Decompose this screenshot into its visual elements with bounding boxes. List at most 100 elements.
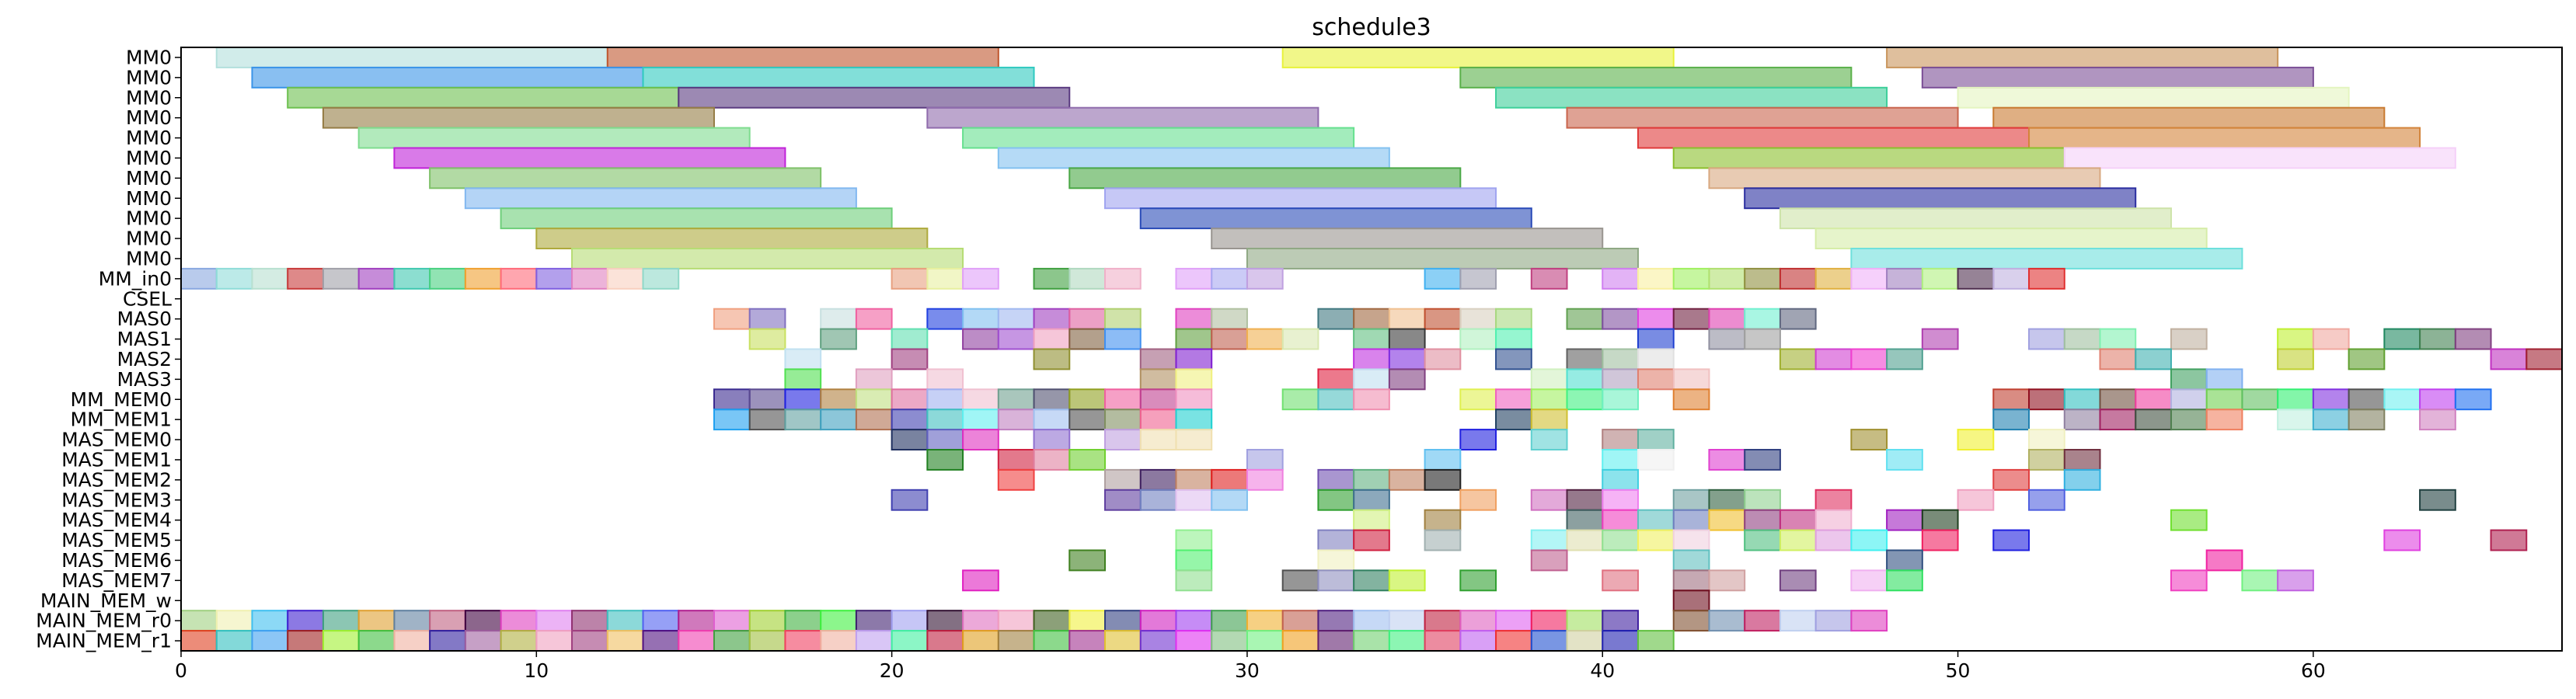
task-bar [1211, 630, 1248, 652]
task-bar [1211, 468, 1248, 491]
task-bar [2205, 388, 2243, 411]
task-bar [2063, 147, 2456, 169]
task-bar [642, 267, 680, 290]
task-bar [571, 267, 608, 290]
task-bar [642, 66, 1035, 89]
task-bar [2277, 388, 2314, 411]
task-bar [891, 429, 929, 450]
task-bar [1033, 630, 1071, 652]
task-bar [1459, 267, 1497, 290]
task-bar [1957, 267, 1995, 290]
x-tick-label: 40 [1590, 659, 1615, 682]
task-bar [2063, 468, 2101, 491]
task-bar [1246, 630, 1284, 652]
task-bar [926, 267, 964, 290]
y-tick-label: MAIN_MEM_r0 [36, 610, 172, 632]
task-bar [1495, 348, 1532, 370]
task-bar [1744, 267, 1781, 290]
task-bar [1139, 630, 1177, 652]
task-bar [1175, 368, 1213, 391]
task-bar [464, 630, 502, 652]
task-bar [784, 630, 822, 652]
task-bar [1708, 167, 2101, 190]
task-bar [2277, 409, 2314, 431]
y-tick-label: MM0 [126, 247, 172, 270]
task-bar [251, 66, 644, 89]
task-bar [1139, 610, 1177, 632]
task-bar [1033, 449, 1071, 471]
task-bar [606, 610, 644, 632]
task-bar [1744, 509, 1781, 531]
task-bar [2063, 449, 2101, 471]
task-bar [1850, 348, 1888, 370]
task-bar [1921, 66, 2314, 89]
task-bar [1602, 509, 1639, 531]
task-bar [1602, 610, 1639, 632]
task-bar [891, 630, 929, 652]
task-bar [1175, 348, 1213, 370]
task-bar [1459, 66, 1853, 89]
task-bar [2170, 368, 2208, 391]
task-bar [1850, 610, 1888, 632]
task-bar [1175, 489, 1213, 511]
task-bar [2170, 388, 2208, 411]
task-bar [180, 630, 218, 652]
task-bar [1281, 569, 1319, 592]
x-tick-label: 10 [524, 659, 549, 682]
y-tick-label: MAS1 [117, 328, 172, 350]
task-bar [2277, 328, 2314, 350]
task-bar [1602, 429, 1639, 450]
task-bar [784, 610, 822, 632]
y-tick-label: MM0 [126, 167, 172, 190]
y-tick-label: MM0 [126, 106, 172, 129]
task-bar [2490, 529, 2528, 551]
x-tick-label: 20 [880, 659, 905, 682]
task-bar [926, 106, 1319, 129]
task-bar [962, 388, 999, 411]
y-tick-label: MM0 [126, 207, 172, 230]
task-bar [1602, 368, 1639, 391]
task-bar [1744, 489, 1781, 511]
task-bar [1708, 308, 1746, 330]
task-bar [535, 228, 929, 250]
task-bar [1530, 549, 1568, 572]
task-bar [962, 308, 999, 330]
y-tick-label: MM_MEM0 [71, 388, 172, 411]
task-bar [1602, 630, 1639, 652]
task-bar [393, 267, 431, 290]
task-bar [1139, 489, 1177, 511]
task-bar [2490, 348, 2528, 370]
task-bar [1744, 610, 1781, 632]
task-bar [322, 106, 715, 129]
task-bar [215, 47, 608, 68]
task-bar [1353, 468, 1390, 491]
task-bar [1637, 368, 1675, 391]
task-bar [1139, 429, 1177, 450]
task-bar [606, 267, 644, 290]
task-bar [926, 449, 964, 471]
task-bar [1672, 610, 1710, 632]
y-tick-label: MAS_MEM3 [61, 489, 172, 511]
task-bar [962, 630, 999, 652]
task-bar [1530, 429, 1568, 450]
task-bar [1672, 569, 1710, 592]
task-bar [2099, 348, 2137, 370]
task-bar [2525, 348, 2563, 370]
task-bar [1246, 248, 1639, 270]
task-bar [1424, 468, 1462, 491]
task-bar [1495, 328, 1532, 350]
x-tick-label: 30 [1235, 659, 1260, 682]
task-bar [2383, 328, 2421, 350]
task-bar [1566, 529, 1604, 551]
task-bar [2419, 388, 2456, 411]
x-tick-label: 0 [175, 659, 187, 682]
task-bar [1850, 248, 2243, 270]
task-bar [1886, 509, 1923, 531]
task-bar [962, 610, 999, 632]
task-bar [2099, 328, 2137, 350]
task-bar [393, 610, 431, 632]
task-bar [1353, 630, 1390, 652]
task-bar [2348, 409, 2386, 431]
task-bar [2383, 388, 2421, 411]
y-tick-label: MM0 [126, 187, 172, 210]
